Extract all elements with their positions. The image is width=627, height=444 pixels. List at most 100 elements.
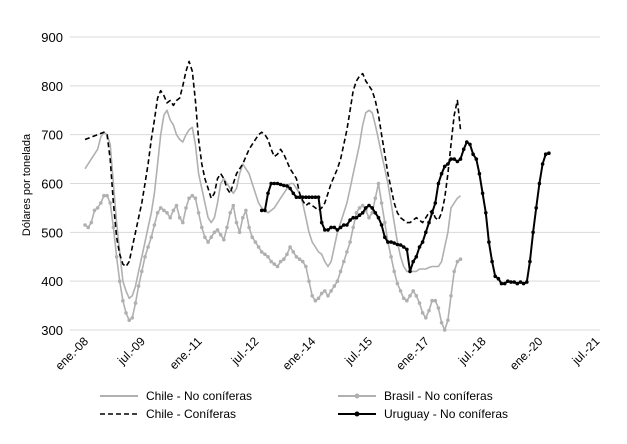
data-point — [345, 250, 349, 254]
data-point — [414, 294, 419, 298]
data-point — [165, 211, 169, 215]
y-tick-label: 700 — [41, 128, 63, 143]
data-point — [351, 225, 356, 230]
data-point — [259, 208, 264, 213]
x-tick-label: ene.-17 — [393, 334, 432, 373]
x-tick-labels: ene.-08 jul.-09 ene.-11 jul.-12 ene.-14 jul.-… — [52, 334, 602, 373]
series-chile-coniferas — [84, 60, 462, 268]
data-point — [487, 240, 491, 244]
data-point — [253, 240, 258, 244]
data-point — [502, 281, 507, 286]
data-point — [114, 254, 119, 259]
data-point — [294, 195, 299, 199]
data-point — [540, 162, 545, 166]
data-point — [354, 215, 359, 220]
data-point — [304, 195, 308, 199]
y-tick-labels: 300 400 500 600 700 800 900 — [41, 30, 63, 338]
data-point — [140, 269, 144, 274]
data-point — [357, 206, 362, 210]
x-tick-label: ene.-11 — [167, 334, 205, 372]
data-point — [455, 259, 460, 264]
data-point — [143, 254, 147, 259]
data-point — [433, 201, 438, 205]
data-point — [300, 195, 305, 199]
x-tick-label: jul.-18 — [455, 334, 489, 368]
data-point — [168, 215, 172, 220]
data-point — [259, 250, 264, 254]
data-point — [367, 215, 371, 220]
data-point — [493, 274, 498, 279]
data-point — [471, 152, 475, 156]
data-point — [102, 193, 106, 198]
data-point — [282, 183, 286, 188]
data-point — [247, 225, 251, 230]
data-point — [534, 206, 538, 210]
series-line — [84, 60, 462, 268]
data-point — [461, 147, 466, 152]
y-axis-label: Dólares por tonelada — [21, 133, 33, 236]
data-point — [152, 223, 157, 227]
data-point — [420, 311, 425, 315]
data-point — [446, 318, 450, 323]
data-point — [225, 225, 229, 230]
legend: Chile - No coníferas Brasil - No conífer… — [100, 389, 508, 421]
data-point — [547, 151, 551, 155]
data-point — [379, 223, 384, 227]
data-point — [408, 294, 412, 298]
data-point — [499, 281, 504, 286]
data-point — [329, 225, 333, 230]
y-tick-label: 400 — [41, 274, 63, 289]
y-tick-label: 500 — [41, 225, 63, 240]
data-point — [92, 208, 97, 213]
data-point — [427, 308, 431, 313]
data-point — [297, 195, 302, 199]
data-point — [401, 245, 406, 249]
data-point — [420, 240, 425, 244]
data-point — [512, 280, 516, 284]
data-point — [357, 213, 362, 217]
data-point — [193, 196, 198, 200]
data-point — [162, 208, 166, 213]
data-point — [326, 228, 330, 232]
data-point — [376, 215, 381, 220]
legend-label-chile-coniferas: Chile - Coníferas — [146, 407, 236, 421]
data-point — [313, 195, 318, 199]
data-point — [269, 259, 274, 264]
data-point — [130, 316, 135, 320]
data-point — [395, 281, 400, 286]
data-point — [174, 203, 179, 208]
data-point — [244, 208, 248, 213]
data-point — [376, 181, 381, 186]
data-point — [105, 193, 109, 198]
data-point — [200, 225, 204, 230]
series-brasil-no-coniferas — [83, 181, 463, 332]
data-point — [285, 184, 289, 188]
data-point — [269, 181, 274, 186]
data-point — [136, 284, 141, 288]
x-tick-label: ene.-08 — [52, 334, 91, 373]
data-point — [313, 298, 318, 303]
data-point — [196, 211, 201, 215]
data-point — [392, 241, 397, 245]
data-point — [190, 193, 195, 198]
data-point — [171, 208, 176, 213]
legend-item: Chile - No coníferas — [100, 389, 252, 403]
legend-item: Brasil - No coníferas — [338, 389, 493, 403]
data-point — [332, 225, 337, 230]
data-point — [360, 211, 365, 215]
data-point — [326, 294, 330, 298]
y-tick-label: 800 — [41, 79, 63, 94]
data-point — [146, 245, 150, 249]
data-point — [288, 186, 292, 191]
data-point — [342, 223, 346, 227]
data-point — [203, 235, 207, 239]
data-point — [329, 289, 333, 293]
grid-layer — [70, 36, 600, 331]
data-point — [455, 159, 460, 164]
data-point — [386, 240, 390, 244]
data-point — [319, 220, 324, 225]
data-point — [430, 211, 434, 215]
x-tick-label: jul.-15 — [341, 334, 375, 368]
x-tick-label: jul.-21 — [569, 334, 603, 368]
